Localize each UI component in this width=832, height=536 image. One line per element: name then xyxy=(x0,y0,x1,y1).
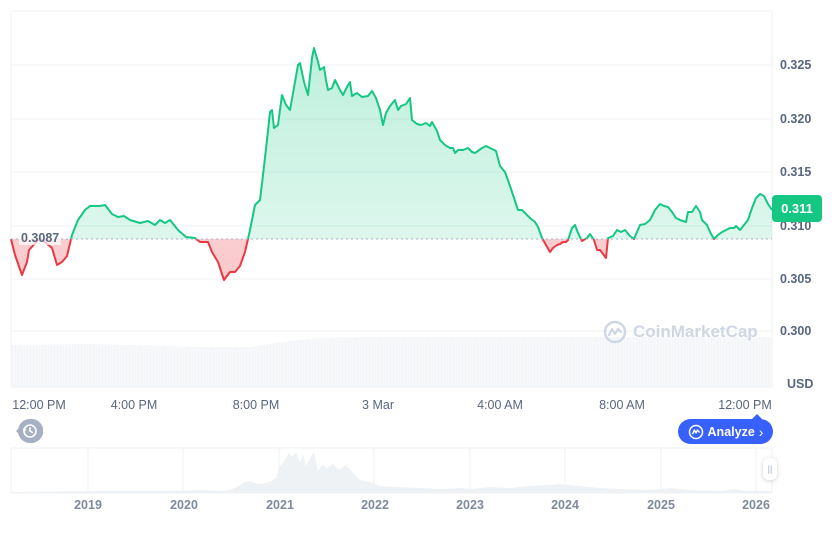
y-tick-label: 0.305 xyxy=(780,272,812,286)
x-tick-label: 4:00 AM xyxy=(477,398,523,412)
baseline-price-label: 0.3087 xyxy=(19,231,62,245)
year-label: 2024 xyxy=(551,498,579,512)
range-drag-handle[interactable]: || xyxy=(763,458,777,480)
y-tick-label: 0.315 xyxy=(780,165,812,179)
year-label: 2025 xyxy=(647,498,675,512)
y-tick-label: 0.300 xyxy=(780,324,812,338)
history-button[interactable] xyxy=(14,418,44,444)
chevron-right-icon: › xyxy=(758,423,764,440)
x-tick-label: 12:00 PM xyxy=(718,398,772,412)
price-line-up xyxy=(11,47,772,239)
y-tick-label: 0.310 xyxy=(780,219,812,233)
watermark-text: CoinMarketCap xyxy=(633,322,758,341)
x-tick-label: 8:00 PM xyxy=(232,398,280,412)
year-label: 2020 xyxy=(170,498,198,512)
x-tick-label: 3 Mar xyxy=(362,398,394,412)
analyze-button[interactable]: Analyze › xyxy=(678,414,773,444)
year-label: 2019 xyxy=(74,498,102,512)
coinmarketcap-logo-icon xyxy=(603,320,627,344)
x-tick-label: 4:00 PM xyxy=(110,398,158,412)
volume-bars xyxy=(11,337,772,387)
year-label: 2023 xyxy=(456,498,484,512)
current-price-tag: 0.311 xyxy=(772,195,822,222)
volume-bar-stripes xyxy=(13,336,771,387)
price-line-down xyxy=(10,239,716,281)
year-label: 2021 xyxy=(266,498,294,512)
y-tick-label: 0.320 xyxy=(780,112,812,126)
ai-analyze-icon xyxy=(688,424,703,439)
overview-chart[interactable] xyxy=(10,447,773,494)
history-icon xyxy=(16,419,44,443)
currency-label: USD xyxy=(787,377,814,391)
watermark: CoinMarketCap xyxy=(603,320,758,344)
y-tick-label: 0.325 xyxy=(780,58,812,72)
analyze-label: Analyze xyxy=(707,424,755,439)
x-tick-label: 8:00 AM xyxy=(599,398,645,412)
price-area-up xyxy=(11,48,772,239)
x-tick-label: 12:00 PM xyxy=(12,398,66,412)
year-label: 2026 xyxy=(742,498,770,512)
year-label: 2022 xyxy=(361,498,389,512)
